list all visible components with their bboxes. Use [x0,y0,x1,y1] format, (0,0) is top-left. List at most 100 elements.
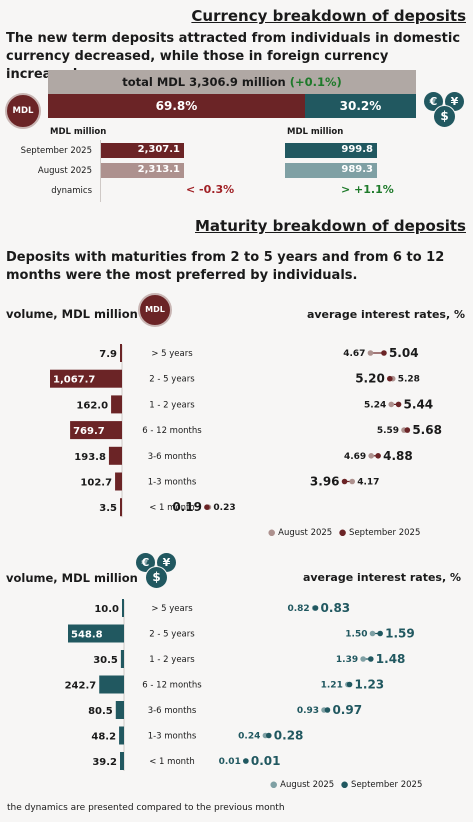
total-change: (+0.1%) [289,75,342,89]
fx-volume-bar [120,752,124,770]
mdl-volume-bar [115,472,122,491]
fx-rate-label-august: 0.82 [287,604,309,614]
currency-section-title: Currency breakdown of deposits [191,7,466,25]
mdl-rate-label-august: 4.17 [357,478,379,488]
mdl-volume-label: volume, MDL million [6,307,138,321]
mdl-rate-label-august: 5.28 [398,375,420,385]
fx-category-label: 1-3 months [148,732,197,742]
fx-volume-label: volume, MDL million [6,571,138,585]
mdl-category-label: 1 - 2 years [149,400,195,410]
mdl-september-value: 2,307.1 [137,144,180,155]
mdl-volume-value: 102.7 [80,478,112,489]
row-label-august: August 2025 [37,166,92,176]
fx-category-label: < 1 month [149,757,195,767]
mdl-volume-value: 7.9 [99,349,117,360]
fx-category-label: 1 - 2 years [149,655,195,665]
mdl-volume-value: 1,067.7 [53,375,95,386]
mdl-volume-bar [108,446,122,465]
fx-category-label: 3-6 months [148,706,197,716]
fx-legend: ● August 2025 ● September 2025 [270,780,423,790]
mdl-volume-value: 162.0 [76,400,108,411]
mdl-rate-label-september: 3.96 [310,475,340,489]
mdl-rate-label-september: 5.68 [412,423,442,437]
currency-coins-icon: € ¥ $ [424,92,468,128]
mdl-rate-dot-august [349,478,356,485]
mdl-rate-label-september: 5.20 [355,372,385,386]
fx-rate-dot-september [312,605,319,611]
mdl-category-label: 2 - 5 years [149,375,195,385]
fx-rate-dot-september [377,630,383,637]
fx-rate-label-september: 1.48 [376,652,406,666]
mdl-category-label: 3-6 months [148,452,197,462]
fx-rate-dot-september [243,758,249,764]
fx-rate-label-august: 0.01 [219,757,241,767]
mdl-rate-label-august: 4.69 [344,452,366,462]
mdl-legend-september: September 2025 [349,528,421,538]
fx-rate-dot-september [324,707,331,713]
fx-rate-label-august: 1.39 [336,655,358,665]
fx-rate-dot-august [360,656,366,662]
mdl-dynamics: < -0.3% [186,183,235,196]
mdl-volume-bar [50,369,122,388]
fx-volume-value: 30.5 [93,655,118,666]
mdl-august-bar: 2,313.1 [101,163,184,178]
mdl-share-label: 69.8% [155,99,198,113]
fx-volume-value: 48.2 [91,732,116,743]
fx-legend-august: August 2025 [280,780,335,790]
fx-category-label: 6 - 12 months [142,681,202,691]
total-bar: total MDL 3,306.9 million (+0.1%) [48,70,416,94]
mdl-category-label: 6 - 12 months [142,426,202,436]
fx-volume-bar [99,675,124,694]
mdl-rate-label-august: 5.24 [364,400,386,410]
row-label-dynamics: dynamics [51,186,92,196]
mdl-rate-label-august: 4.67 [343,349,365,359]
mdl-rate-label-september: 0.19 [172,500,202,514]
fx-august-value: 989.3 [341,164,373,175]
fx-volume-value: 39.2 [92,757,117,768]
mdl-rates-label: average interest rates, % [306,308,465,321]
fx-volume-bar [122,599,124,617]
mdl-rate-label-september: 5.44 [404,397,434,411]
fx-volume-bar [119,726,124,745]
fx-rates-label: average interest rates, % [302,571,461,584]
mdl-share-bar: 69.8% [48,94,305,118]
fx-rate-dot-september [346,681,353,688]
fx-share-bar: 30.2% [305,94,416,118]
mdl-august-value: 2,313.1 [137,164,180,175]
mdl-volume-value: 769.7 [73,426,105,437]
mdl-rate-dot-september [381,350,387,356]
fx-rate-label-august: 0.24 [238,732,260,742]
mdl-rate-label-september: 5.04 [389,346,419,360]
fx-rate-label-september: 1.23 [355,678,385,692]
mdl-coin-icon: MDL [5,93,41,129]
fx-rate-label-september: 0.01 [251,754,281,768]
mdl-rate-label-august: 0.23 [213,503,235,513]
fx-august-bar: 989.3 [285,163,377,178]
mdl-volume-value: 3.5 [99,503,117,514]
mdl-rate-dot-september [404,427,411,433]
fx-volume-bar [120,650,124,668]
fx-volume-bar [115,701,124,719]
fx-unit-label: MDL million [287,127,344,137]
fx-category-label: 2 - 5 years [149,630,195,640]
fx-volume-value: 548.8 [71,630,103,641]
currency-intro: The new term deposits attracted from ind… [6,31,461,82]
fx-rate-label-august: 1.50 [345,630,367,640]
fx-share-label: 30.2% [339,99,382,113]
fx-category-label: > 5 years [151,604,193,614]
fx-volume-value: 80.5 [88,706,113,717]
maturity-section-title: Maturity breakdown of deposits [195,217,466,235]
fx-rate-dot-september [266,732,272,739]
mdl-rate-dot-august [368,453,374,459]
fx-rate-dot-august [369,630,376,637]
mdl-category-label: > 5 years [151,349,193,359]
table-divider [100,140,101,202]
fx-panel-coins-icon: € ¥ $ [136,553,180,589]
mdl-legend-august: August 2025 [278,528,333,538]
fx-volume-value: 10.0 [94,604,119,615]
mdl-category-label: 1-3 months [148,478,197,488]
total-label: total MDL 3,306.9 million [122,75,290,89]
fx-rate-dot-september [368,656,374,662]
